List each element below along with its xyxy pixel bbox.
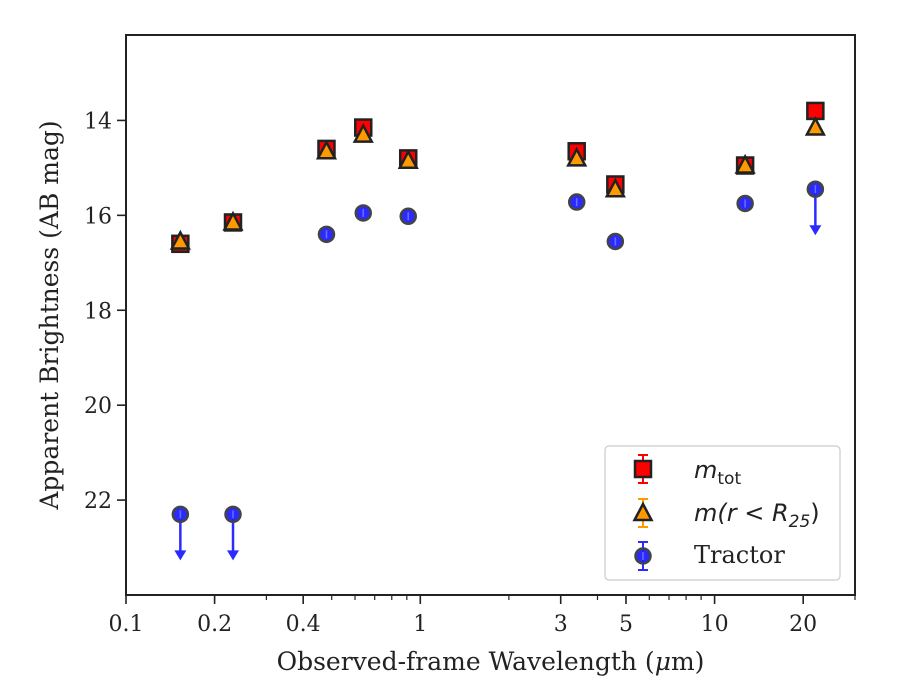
mtot-point xyxy=(806,101,825,121)
mr25-point xyxy=(222,210,244,231)
x-tick-label: 0.1 xyxy=(109,612,144,637)
y-tick-label: 16 xyxy=(84,204,112,229)
mr25-point xyxy=(604,177,626,198)
triangle-marker xyxy=(352,122,374,143)
tractor-point xyxy=(399,207,417,226)
y-tick-label: 18 xyxy=(84,299,112,324)
tractor-point xyxy=(606,232,625,251)
tractor-point xyxy=(224,505,242,524)
triangle-marker xyxy=(169,229,191,250)
legend-label-m-r25: m(r < R25) xyxy=(694,499,820,532)
y-tick-label: 14 xyxy=(84,109,112,134)
triangle-marker xyxy=(804,115,826,136)
mr25-point xyxy=(804,115,826,136)
tick-labels: 0.1 0.2 0.4 1 3 5 10 20 14 16 18 20 22 xyxy=(84,109,817,637)
mr25-point xyxy=(352,122,374,143)
x-tick-label: 20 xyxy=(789,612,817,637)
tractor-point xyxy=(736,194,754,213)
triangle-marker xyxy=(397,149,419,170)
y-axis-title: Apparent Brightness (AB mag) xyxy=(35,120,64,510)
triangle-marker xyxy=(566,146,588,167)
legend-marker-mr25 xyxy=(632,501,654,522)
triangle-marker xyxy=(222,210,244,231)
x-tick-label: 1 xyxy=(413,612,427,637)
plot-area-frame xyxy=(125,34,856,596)
legend-label-tractor: Tractor xyxy=(694,541,785,569)
arrow-head xyxy=(174,550,187,561)
triangle-marker xyxy=(315,139,338,160)
x-tick-label: 3 xyxy=(554,612,568,637)
mr25-point xyxy=(315,139,338,160)
tractor-point xyxy=(567,193,586,211)
arrow-head xyxy=(227,550,240,561)
tractor-point xyxy=(806,180,825,198)
y-tick-label: 22 xyxy=(84,489,112,514)
data-points xyxy=(169,101,826,561)
x-tick-label: 10 xyxy=(701,612,729,637)
triangle-marker xyxy=(604,177,626,198)
tractor-point xyxy=(354,204,373,222)
x-tick-label: 5 xyxy=(619,612,633,637)
triangle-marker xyxy=(734,153,756,174)
y-tick-label: 20 xyxy=(84,394,112,419)
x-axis-title: Observed-frame Wavelength (μm) xyxy=(277,647,705,676)
mr25-point xyxy=(397,149,419,170)
triangle-marker xyxy=(632,501,654,522)
x-tick-label: 0.4 xyxy=(286,612,321,637)
tractor-point xyxy=(171,505,190,524)
legend-label-mtot: mtot xyxy=(694,456,741,489)
legend-marker-mtot xyxy=(633,459,653,479)
legend-markers xyxy=(632,454,654,571)
arrow-head xyxy=(809,225,822,236)
mr25-point xyxy=(566,146,588,167)
legend-marker-tractor xyxy=(634,547,652,565)
mr25-point xyxy=(734,153,756,174)
legend: mtot m(r < R25) Tractor xyxy=(604,445,841,581)
legend-box xyxy=(604,445,841,581)
x-tick-label: 0.2 xyxy=(197,612,232,637)
mr25-point xyxy=(169,229,191,250)
tractor-point xyxy=(317,225,336,244)
